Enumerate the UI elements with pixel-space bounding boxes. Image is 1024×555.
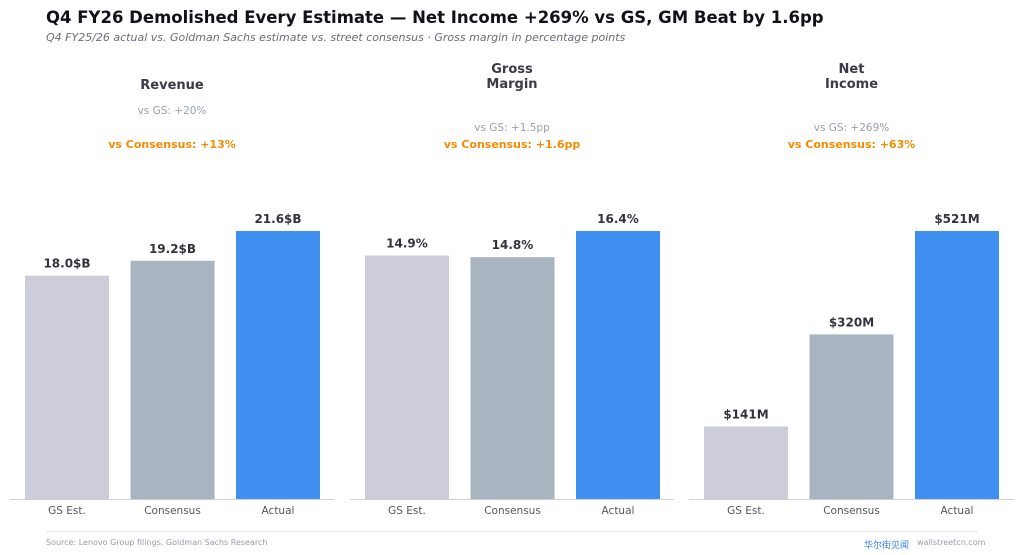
vs-consensus-label-3: vs Consensus: +63%: [788, 138, 916, 151]
brand-logo-text: 华尔街见闻: [864, 541, 910, 551]
category-label-3-3: Actual: [941, 505, 974, 517]
vs-gs-label-1: vs GS: +20%: [138, 105, 207, 117]
panel-title-3-line-1: Net: [839, 62, 865, 77]
category-label-2-3: Actual: [602, 505, 635, 517]
value-label-1-3: 21.6$B: [254, 212, 301, 226]
brand-site: wallstreetcn.com: [917, 538, 986, 547]
bar-1-2: [130, 260, 215, 499]
value-label-1-2: 19.2$B: [149, 242, 196, 256]
bar-1-1: [25, 275, 109, 499]
category-label-1-2: Consensus: [144, 505, 201, 517]
bar-3-2: [809, 334, 894, 499]
panel-title-1-line-1: Revenue: [140, 78, 204, 93]
bar-3-3: [915, 231, 999, 499]
panel-title-2-line-2: Margin: [486, 77, 537, 92]
chart-title: Q4 FY26 Demolished Every Estimate — Net …: [46, 8, 824, 27]
chart-subtitle: Q4 FY25/26 actual vs. Goldman Sachs esti…: [46, 31, 626, 44]
value-label-3-2: $320M: [829, 315, 874, 329]
category-label-2-2: Consensus: [484, 505, 541, 517]
vs-gs-label-3: vs GS: +269%: [814, 122, 890, 134]
vs-gs-label-2: vs GS: +1.5pp: [474, 122, 550, 134]
category-label-3-2: Consensus: [823, 505, 880, 517]
bar-2-2: [470, 257, 555, 499]
source-note: Source: Lenovo Group filings, Goldman Sa…: [46, 538, 268, 547]
bar-1-3: [236, 231, 320, 499]
chart-area: Revenue vs GS: +20% vs Consensus: +13% 18.0…: [10, 62, 1014, 517]
value-label-1-1: 18.0$B: [43, 257, 90, 271]
panel-title-2-line-1: Gross: [491, 62, 533, 77]
value-label-3-1: $141M: [723, 407, 768, 421]
value-label-2-1: 14.9%: [386, 237, 428, 251]
bar-2-3: [576, 231, 660, 499]
bar-3-1: [704, 426, 788, 499]
category-label-3-1: GS Est.: [727, 505, 765, 517]
category-label-2-1: GS Est.: [388, 505, 426, 517]
category-label-1-1: GS Est.: [48, 505, 86, 517]
vs-consensus-label-1: vs Consensus: +13%: [108, 138, 236, 151]
footer-divider: [46, 531, 978, 532]
value-label-2-3: 16.4%: [597, 212, 639, 226]
value-label-2-2: 14.8%: [492, 238, 534, 252]
vs-consensus-label-2: vs Consensus: +1.6pp: [444, 138, 581, 151]
bar-2-1: [365, 255, 449, 499]
value-label-3-3: $521M: [934, 212, 979, 226]
panel-title-3-line-2: Income: [825, 77, 878, 92]
category-label-1-3: Actual: [262, 505, 295, 517]
